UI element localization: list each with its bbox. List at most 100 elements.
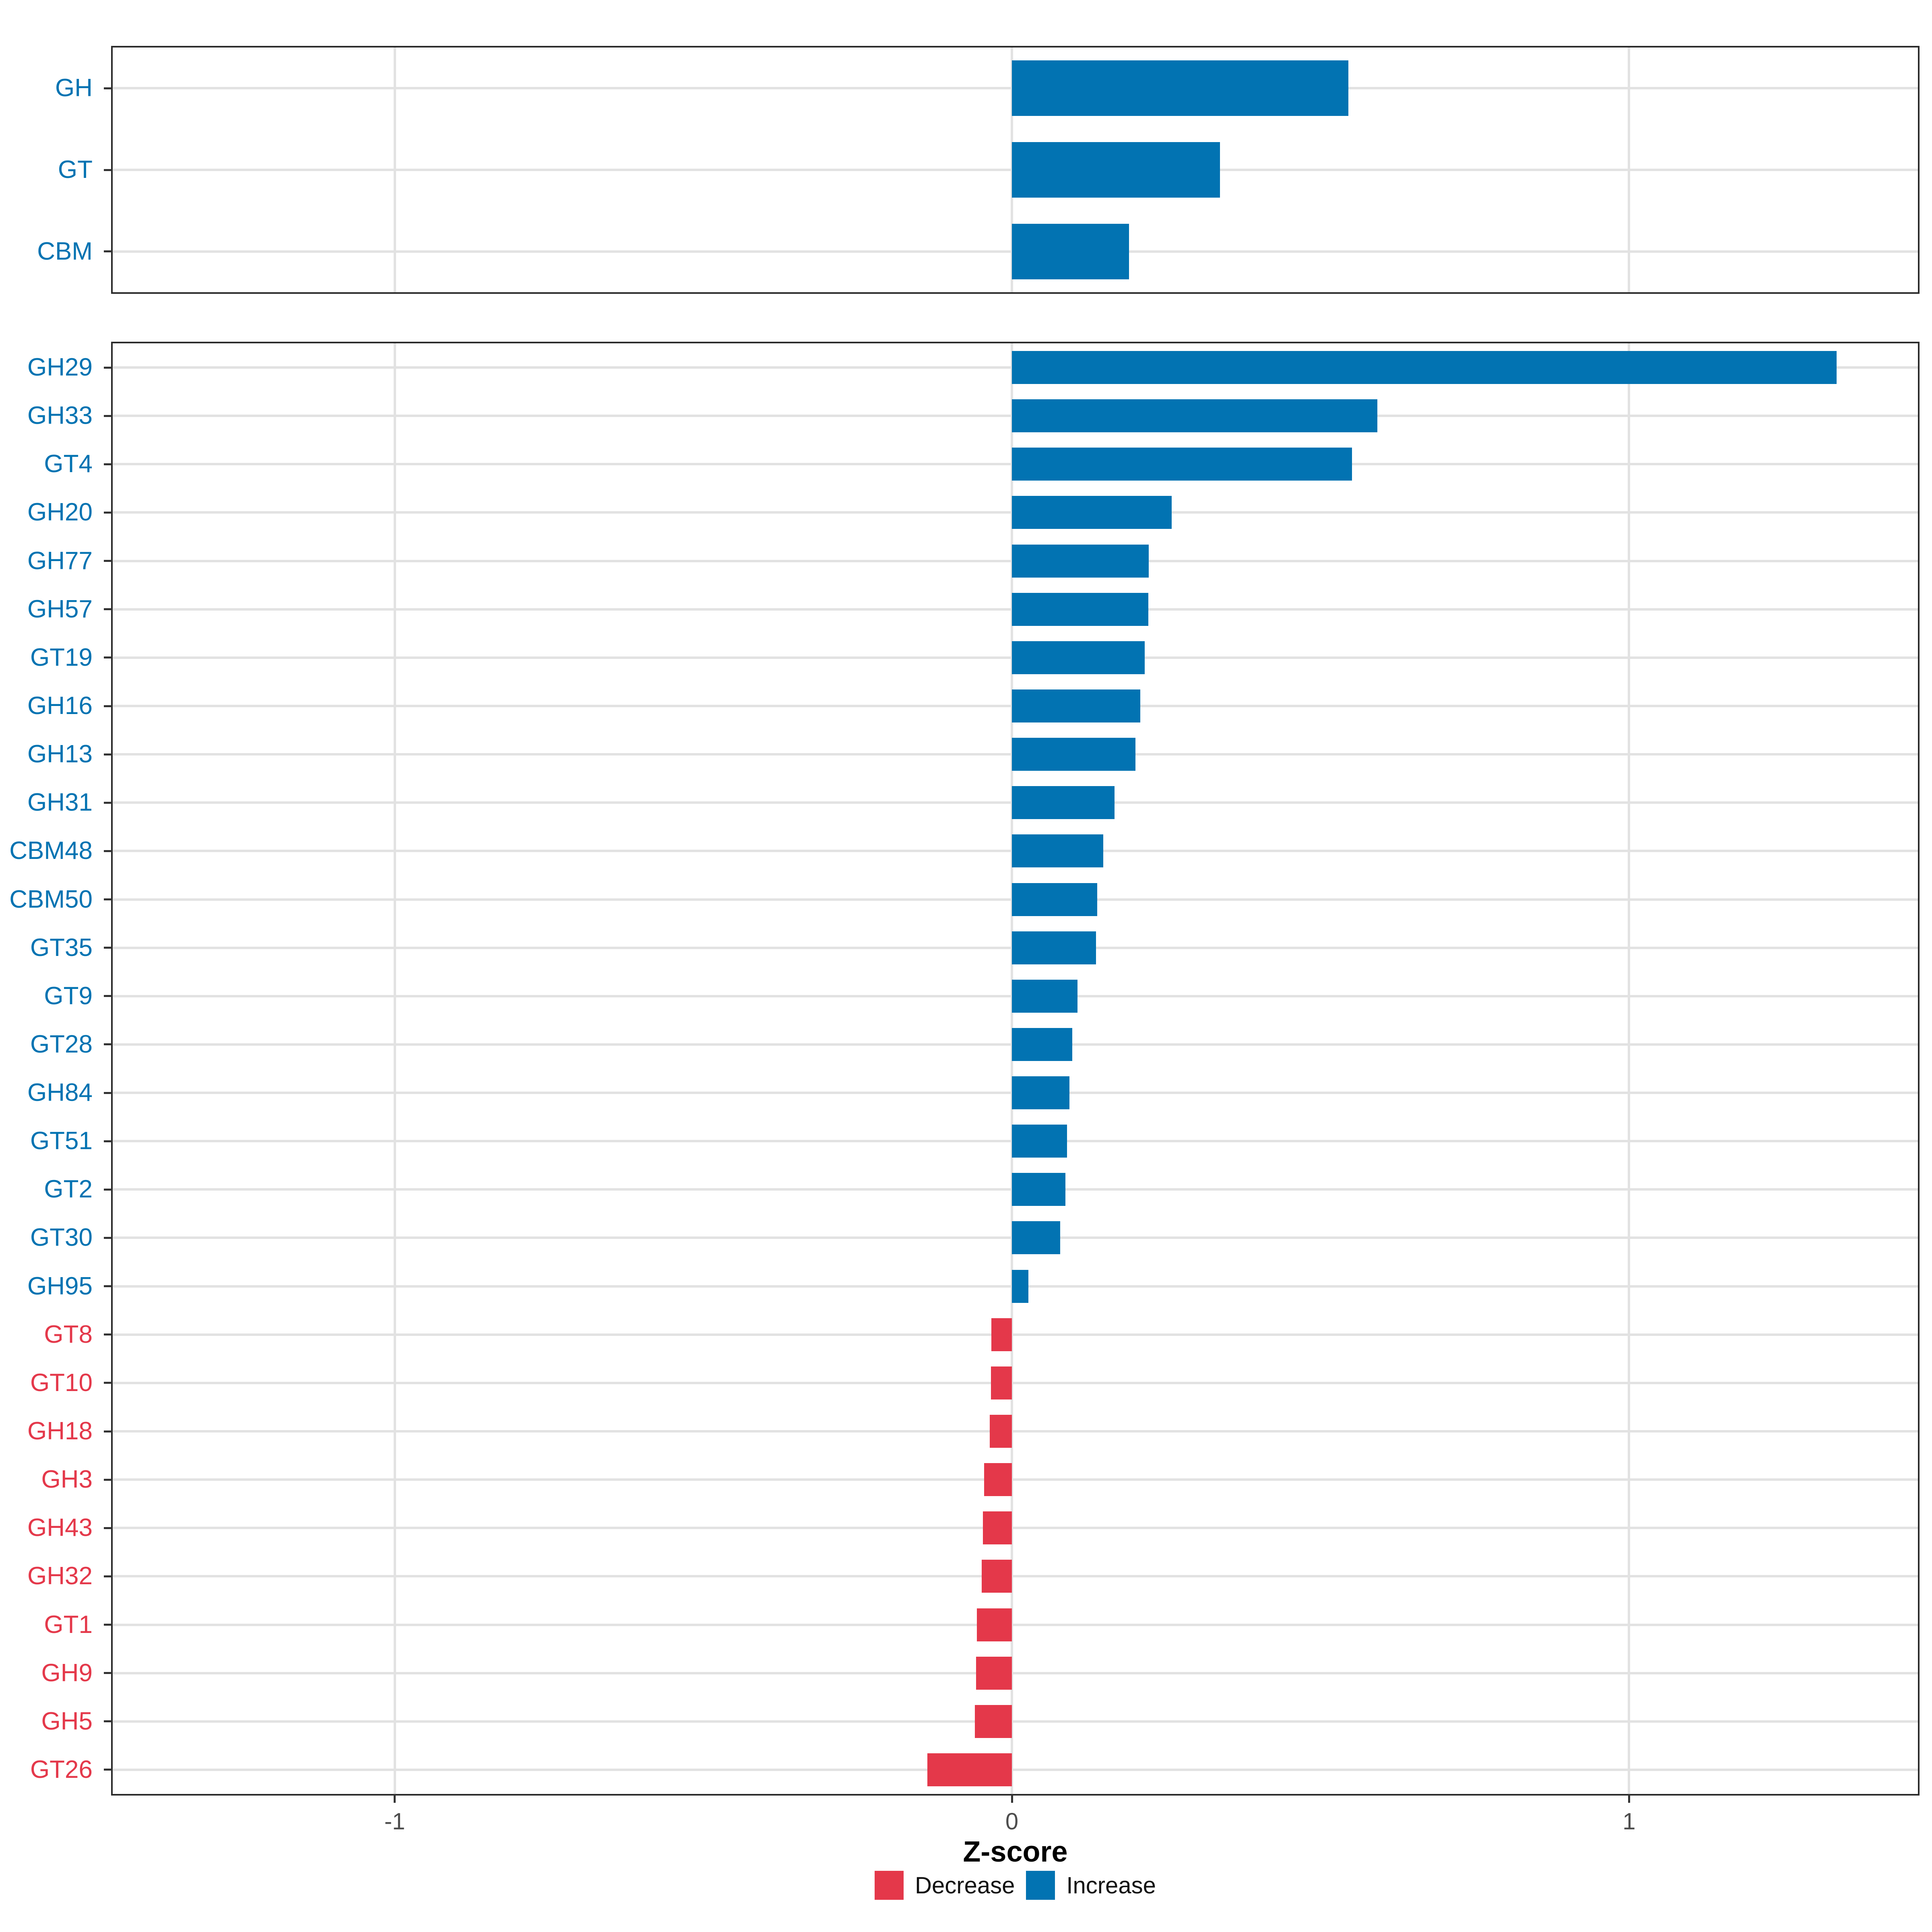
y-tick-GH20: [104, 511, 113, 514]
bar-GH43: [983, 1511, 1012, 1545]
y-tick-GT: [104, 169, 113, 171]
y-label-GH5: GH5: [41, 1707, 93, 1735]
y-tick-CBM50: [104, 898, 113, 901]
y-tick-GT28: [104, 1043, 113, 1046]
y-tick-GH32: [104, 1575, 113, 1577]
y-tick-GH57: [104, 608, 113, 611]
legend-item-decrease: Decrease: [875, 1871, 1015, 1900]
bar-GH31: [1012, 786, 1115, 819]
y-tick-GH: [104, 87, 113, 89]
bar-GT4: [1012, 448, 1352, 481]
y-label-GT26: GT26: [30, 1755, 93, 1783]
bar-GH13: [1012, 738, 1135, 771]
bar-CBM48: [1012, 834, 1103, 868]
y-tick-GT19: [104, 656, 113, 659]
y-label-GH13: GH13: [27, 740, 93, 768]
y-label-GT51: GT51: [30, 1127, 93, 1155]
bar-GH9: [976, 1656, 1012, 1690]
gridline-y-GH5: [113, 1720, 1918, 1723]
gridline-y-GH32: [113, 1575, 1918, 1578]
y-tick-GH77: [104, 560, 113, 562]
bar-GT9: [1012, 979, 1077, 1013]
gridline-y-GT8: [113, 1333, 1918, 1336]
y-tick-GH29: [104, 366, 113, 369]
bar-GT2: [1012, 1173, 1066, 1206]
y-label-GH95: GH95: [27, 1272, 93, 1300]
y-label-GH29: GH29: [27, 353, 93, 382]
gridline-y-GH18: [113, 1430, 1918, 1432]
y-tick-GH33: [104, 415, 113, 417]
gridline-y-GT1: [113, 1623, 1918, 1626]
y-label-GH9: GH9: [41, 1659, 93, 1687]
bar-CBM: [1012, 223, 1129, 279]
bar-GT30: [1012, 1221, 1060, 1255]
bar-GH: [1012, 60, 1348, 116]
gridline-y-GT26: [113, 1768, 1918, 1771]
x-tick-0: [1011, 1794, 1013, 1803]
y-label-GT1: GT1: [44, 1610, 93, 1639]
legend-swatch-decrease: [875, 1871, 904, 1900]
bar-GH77: [1012, 544, 1149, 578]
y-tick-GH9: [104, 1672, 113, 1674]
gridline-x--1: [393, 343, 396, 1794]
x-tick-label-0: 0: [1005, 1808, 1019, 1835]
bar-GH20: [1012, 496, 1172, 529]
y-tick-GT26: [104, 1769, 113, 1771]
y-tick-GT9: [104, 995, 113, 997]
y-label-GT4: GT4: [44, 450, 93, 478]
y-label-GT10: GT10: [30, 1368, 93, 1397]
y-label-GT28: GT28: [30, 1030, 93, 1058]
y-tick-GH84: [104, 1092, 113, 1094]
bottom-panel-cazyme-family: [111, 342, 1920, 1796]
y-label-GH84: GH84: [27, 1079, 93, 1107]
gridline-y-GH43: [113, 1527, 1918, 1530]
y-tick-CBM: [104, 250, 113, 253]
y-label-GH31: GH31: [27, 788, 93, 817]
y-label-GT: GT: [58, 156, 93, 184]
y-tick-GT51: [104, 1140, 113, 1142]
y-tick-GH16: [104, 705, 113, 707]
y-tick-GT30: [104, 1236, 113, 1239]
y-tick-GT10: [104, 1382, 113, 1384]
bar-GH3: [984, 1463, 1012, 1496]
y-tick-GT35: [104, 947, 113, 949]
bar-GT26: [927, 1753, 1012, 1786]
y-tick-GH18: [104, 1430, 113, 1432]
y-label-GH16: GH16: [27, 692, 93, 720]
y-label-GH18: GH18: [27, 1417, 93, 1445]
y-label-GT2: GT2: [44, 1175, 93, 1203]
y-tick-GH3: [104, 1478, 113, 1481]
x-tick--1: [394, 1794, 396, 1803]
y-label-CBM48: CBM48: [9, 837, 93, 865]
gridline-x-1: [1628, 343, 1631, 1794]
y-label-GH3: GH3: [41, 1466, 93, 1494]
bar-GT35: [1012, 931, 1096, 964]
legend-label-increase: Increase: [1066, 1872, 1156, 1899]
y-tick-GT1: [104, 1624, 113, 1626]
gridline-y-GH3: [113, 1478, 1918, 1481]
y-label-GT30: GT30: [30, 1224, 93, 1252]
y-label-GH77: GH77: [27, 547, 93, 575]
y-label-GT19: GT19: [30, 643, 93, 671]
gridline-x-0: [1011, 343, 1013, 1794]
y-label-GH32: GH32: [27, 1562, 93, 1590]
y-label-GH33: GH33: [27, 402, 93, 430]
bar-GH57: [1012, 592, 1148, 626]
legend-label-decrease: Decrease: [915, 1872, 1015, 1899]
bar-GH32: [981, 1560, 1012, 1593]
bar-GH16: [1012, 689, 1140, 722]
x-axis-title: Z-score: [963, 1836, 1068, 1868]
y-label-CBM: CBM: [37, 237, 93, 265]
legend: Decrease Increase: [113, 1871, 1918, 1900]
y-label-GT35: GT35: [30, 933, 93, 962]
bar-GH18: [989, 1415, 1012, 1448]
x-tick-label-1: 1: [1622, 1808, 1636, 1835]
bar-GH84: [1012, 1076, 1069, 1110]
legend-item-increase: Increase: [1026, 1871, 1156, 1900]
x-tick-label--1: -1: [384, 1808, 405, 1835]
y-label-GH: GH: [55, 74, 93, 102]
x-tick-1: [1628, 1794, 1630, 1803]
y-tick-GH31: [104, 801, 113, 804]
bar-GT10: [991, 1366, 1012, 1399]
